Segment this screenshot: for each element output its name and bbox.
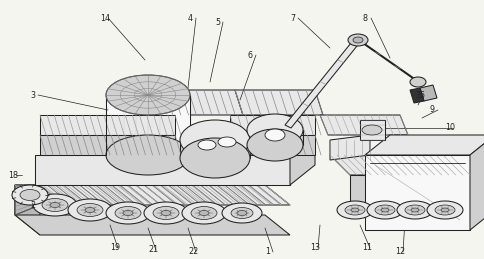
Ellipse shape <box>85 207 95 212</box>
Ellipse shape <box>42 198 68 212</box>
Ellipse shape <box>198 211 209 215</box>
Polygon shape <box>285 38 360 128</box>
Polygon shape <box>15 185 289 205</box>
Ellipse shape <box>191 206 216 219</box>
Polygon shape <box>15 185 40 235</box>
Ellipse shape <box>409 77 425 87</box>
Text: 11: 11 <box>361 243 371 253</box>
Ellipse shape <box>123 211 133 215</box>
Ellipse shape <box>237 211 246 215</box>
Ellipse shape <box>246 114 302 146</box>
Polygon shape <box>165 90 242 115</box>
Ellipse shape <box>396 201 432 219</box>
Ellipse shape <box>404 205 424 215</box>
Ellipse shape <box>230 207 253 219</box>
Ellipse shape <box>222 203 261 223</box>
Polygon shape <box>229 115 314 135</box>
Ellipse shape <box>336 201 372 219</box>
Polygon shape <box>469 135 484 230</box>
Ellipse shape <box>348 34 367 46</box>
Text: 35: 35 <box>414 90 424 99</box>
Polygon shape <box>319 115 407 135</box>
Polygon shape <box>289 135 314 185</box>
Ellipse shape <box>426 201 462 219</box>
Text: 9: 9 <box>429 105 434 114</box>
Ellipse shape <box>352 37 362 43</box>
Text: 14: 14 <box>100 13 110 23</box>
Polygon shape <box>359 120 384 140</box>
Ellipse shape <box>115 206 141 219</box>
Text: 19: 19 <box>110 243 120 253</box>
Text: 7: 7 <box>289 13 295 23</box>
Text: 8: 8 <box>362 13 367 23</box>
Polygon shape <box>329 135 369 160</box>
Ellipse shape <box>50 203 60 207</box>
Text: 13: 13 <box>309 243 319 253</box>
Ellipse shape <box>197 140 215 150</box>
Ellipse shape <box>434 205 454 215</box>
Ellipse shape <box>161 211 171 215</box>
Ellipse shape <box>440 208 448 212</box>
Ellipse shape <box>106 202 150 224</box>
Text: 1: 1 <box>264 248 270 256</box>
Polygon shape <box>106 95 190 155</box>
Ellipse shape <box>106 75 190 115</box>
Polygon shape <box>15 215 289 235</box>
Text: 4: 4 <box>188 13 193 23</box>
Ellipse shape <box>106 135 190 175</box>
Text: 21: 21 <box>148 246 158 255</box>
Polygon shape <box>229 135 314 155</box>
Ellipse shape <box>410 208 418 212</box>
Ellipse shape <box>77 204 103 217</box>
Ellipse shape <box>344 205 364 215</box>
Ellipse shape <box>374 205 394 215</box>
Ellipse shape <box>217 137 236 147</box>
Text: 10: 10 <box>444 124 454 133</box>
Polygon shape <box>409 88 423 103</box>
Polygon shape <box>349 175 469 215</box>
Polygon shape <box>329 155 469 175</box>
Polygon shape <box>40 135 175 155</box>
Ellipse shape <box>361 125 381 135</box>
Ellipse shape <box>20 190 40 200</box>
Polygon shape <box>419 85 436 101</box>
Ellipse shape <box>182 202 226 224</box>
Polygon shape <box>354 38 420 83</box>
Ellipse shape <box>180 120 249 160</box>
Ellipse shape <box>12 185 48 205</box>
Ellipse shape <box>68 199 112 221</box>
Polygon shape <box>15 185 40 215</box>
Text: 2: 2 <box>30 200 35 210</box>
Ellipse shape <box>33 194 77 216</box>
Text: 6: 6 <box>247 51 253 60</box>
Polygon shape <box>364 135 484 155</box>
Polygon shape <box>364 155 469 230</box>
Text: 3: 3 <box>30 90 35 99</box>
Ellipse shape <box>380 208 388 212</box>
Polygon shape <box>40 115 175 135</box>
Ellipse shape <box>144 202 188 224</box>
Ellipse shape <box>264 129 285 141</box>
Ellipse shape <box>246 129 302 161</box>
Text: 18: 18 <box>8 170 18 179</box>
Ellipse shape <box>350 208 358 212</box>
Text: 5: 5 <box>214 18 220 26</box>
Text: 22: 22 <box>188 248 198 256</box>
Ellipse shape <box>366 201 402 219</box>
Text: 12: 12 <box>394 248 404 256</box>
Ellipse shape <box>180 138 249 178</box>
Ellipse shape <box>152 206 179 219</box>
Polygon shape <box>235 90 322 115</box>
Polygon shape <box>35 155 289 185</box>
